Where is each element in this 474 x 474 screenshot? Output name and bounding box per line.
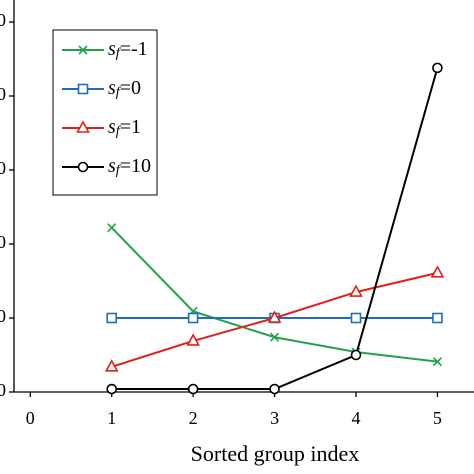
x-tick-label: 2 (189, 408, 198, 428)
marker (430, 265, 445, 278)
y-tick-label: 0 (0, 306, 6, 326)
x-tick-label: 3 (270, 408, 279, 428)
marker (349, 284, 363, 297)
marker (267, 310, 282, 323)
legend-label: sf=-1 (108, 38, 148, 62)
y-tick-label: 0 (0, 380, 6, 400)
legend-label: sf=1 (108, 116, 141, 140)
marker (104, 359, 119, 372)
y-tick-label: 0 (0, 232, 6, 252)
legend-marker (78, 45, 88, 55)
legend-marker (76, 120, 90, 133)
marker (186, 333, 200, 346)
series-line (111, 67, 439, 391)
marker (350, 349, 362, 361)
x-axis-label: Sorted group index (191, 441, 360, 466)
series-line (110, 227, 438, 363)
legend-label: sf=10 (108, 155, 151, 179)
x-tick-label: 4 (352, 408, 361, 428)
y-tick-label: 0 (0, 10, 6, 30)
marker (270, 332, 280, 342)
y-tick-label: 0 (0, 84, 6, 104)
marker (432, 357, 442, 367)
x-tick-label: 1 (107, 408, 116, 428)
y-tick-label: 0 (0, 158, 6, 178)
marker (106, 383, 118, 395)
marker (432, 312, 443, 324)
marker (187, 312, 199, 324)
marker (432, 62, 443, 74)
x-tick-label: 5 (433, 408, 442, 428)
marker (187, 383, 199, 395)
marker (269, 383, 280, 395)
legend-label: sf=0 (108, 77, 141, 101)
x-tick-label: 0 (26, 408, 35, 428)
marker (106, 312, 118, 324)
marker (350, 312, 362, 324)
legend-marker (77, 161, 89, 173)
marker (107, 223, 117, 233)
legend-marker (77, 83, 89, 95)
